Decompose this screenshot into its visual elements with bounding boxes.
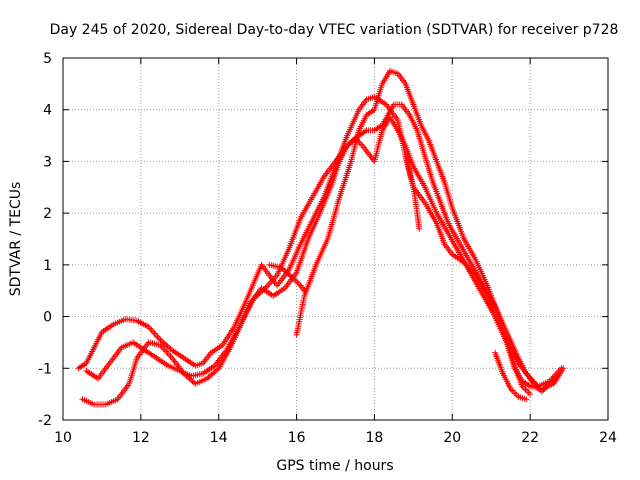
y-tick-label: -2 xyxy=(38,413,52,429)
series-markers xyxy=(492,349,530,403)
x-axis-ticks: 10 12 14 16 18 20 22 24 xyxy=(54,58,617,446)
series-markers xyxy=(266,261,308,294)
series-markers xyxy=(83,114,565,390)
y-tick-label: 0 xyxy=(43,310,52,326)
y-tick-label: 4 xyxy=(43,103,52,119)
plot-frame xyxy=(62,57,609,421)
y-tick-label: 3 xyxy=(43,154,52,170)
y-tick-label: -1 xyxy=(38,361,52,377)
y-axis-label: SDTVAR / TECUs xyxy=(8,182,24,297)
x-tick-label: 18 xyxy=(366,430,384,446)
x-tick-label: 10 xyxy=(54,430,72,446)
series-7 xyxy=(266,261,308,294)
series-5 xyxy=(402,153,423,232)
grid-lines xyxy=(63,58,608,420)
x-tick-label: 22 xyxy=(521,430,539,446)
y-tick-label: 2 xyxy=(43,206,52,222)
x-tick-label: 24 xyxy=(599,430,617,446)
y-tick-label: 1 xyxy=(43,258,52,274)
x-axis-label: GPS time / hours xyxy=(276,458,393,474)
series-6 xyxy=(492,349,530,403)
y-axis-ticks: -2 -1 0 1 2 3 4 5 xyxy=(38,51,608,429)
x-tick-label: 12 xyxy=(132,430,150,446)
chart-title: Day 245 of 2020, Sidereal Day-to-day VTE… xyxy=(50,22,619,38)
series-markers xyxy=(402,153,423,232)
series-markers xyxy=(293,67,567,392)
series-3 xyxy=(83,114,565,390)
x-tick-label: 16 xyxy=(288,430,306,446)
data-marks xyxy=(75,67,567,408)
series-4 xyxy=(293,67,567,392)
y-tick-label: 5 xyxy=(43,51,52,67)
x-tick-label: 20 xyxy=(443,430,461,446)
x-tick-label: 14 xyxy=(210,430,228,446)
